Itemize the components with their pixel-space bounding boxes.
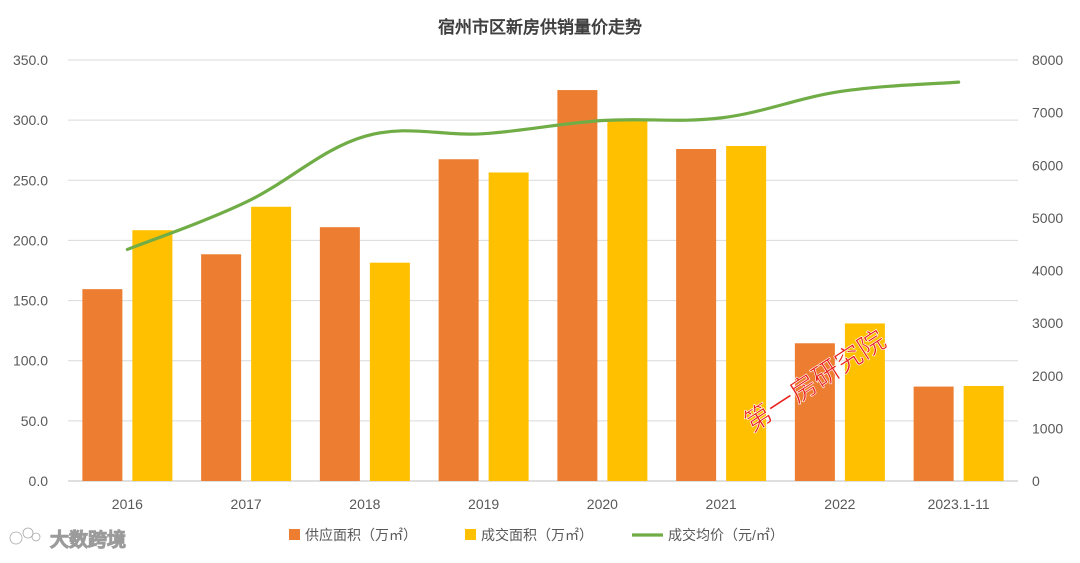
bar	[251, 206, 292, 481]
bar	[844, 323, 885, 481]
bar	[319, 227, 360, 481]
bar	[607, 120, 648, 481]
brand-watermark-text: 大数跨境	[50, 528, 126, 551]
bar	[794, 343, 835, 481]
bar	[201, 254, 242, 481]
bar	[676, 149, 717, 482]
left-axis-tick-label: 50.0	[21, 413, 48, 429]
bar	[726, 146, 767, 482]
legend-label: 成交均价（元/㎡）	[668, 527, 784, 543]
x-axis-tick-label: 2020	[587, 496, 618, 512]
bar	[963, 385, 1004, 481]
right-axis-tick-label: 0	[1032, 473, 1040, 489]
legend-item: 成交均价（元/㎡）	[632, 527, 784, 543]
bar	[438, 159, 479, 481]
bar	[369, 262, 410, 481]
brand-watermark: 大数跨境	[9, 527, 126, 551]
x-axis-tick-label: 2019	[468, 496, 499, 512]
left-axis-tick-label: 200.0	[13, 232, 48, 248]
bar	[82, 289, 123, 481]
price-line	[125, 80, 961, 252]
x-axis-tick-label: 2021	[706, 496, 737, 512]
right-axis-tick-label: 2000	[1032, 368, 1063, 384]
left-axis-tick-label: 100.0	[13, 353, 48, 369]
legend-item: 供应面积（万㎡）	[289, 527, 417, 543]
bar-series	[82, 90, 1004, 482]
right-axis-tick-label: 6000	[1032, 157, 1063, 173]
legend-swatch	[289, 529, 300, 540]
brand-logo-icon	[9, 527, 41, 545]
x-axis-tick-label: 2016	[112, 496, 143, 512]
right-axis-tick-label: 7000	[1032, 105, 1063, 121]
right-axis-tick-label: 5000	[1032, 210, 1063, 226]
bar	[132, 230, 173, 481]
left-axis-tick-label: 250.0	[13, 172, 48, 188]
x-axis-tick-label: 2017	[231, 496, 262, 512]
bar	[488, 172, 529, 481]
x-axis: 2016 2017 2018 2019 2020 2021 2022 2023.1-11	[112, 496, 990, 512]
legend-swatch	[465, 529, 476, 540]
legend-label: 成交面积（万㎡）	[481, 527, 593, 543]
legend-label: 供应面积（万㎡）	[305, 527, 417, 543]
x-axis-tick-label: 2018	[349, 496, 380, 512]
left-axis: 0.0 50.0 100.0 150.0 200.0 250.0 300.0 350.0	[13, 52, 48, 489]
right-axis-tick-label: 8000	[1032, 52, 1063, 68]
right-axis: 0 1000 2000 3000 4000 5000 6000 7000 8000	[1032, 52, 1063, 489]
legend-item: 成交面积（万㎡）	[465, 527, 593, 543]
legend: 供应面积（万㎡） 成交面积（万㎡） 成交均价（元/㎡）	[289, 527, 784, 543]
x-axis-tick-label: 2022	[824, 496, 855, 512]
bar	[557, 90, 598, 482]
right-axis-tick-label: 4000	[1032, 263, 1063, 279]
left-axis-tick-label: 150.0	[13, 293, 48, 309]
bar	[913, 386, 954, 481]
line-series	[125, 80, 961, 252]
x-axis-tick-label: 2023.1-11	[928, 496, 990, 512]
left-axis-tick-label: 350.0	[13, 52, 48, 68]
right-axis-tick-label: 3000	[1032, 315, 1063, 331]
left-axis-tick-label: 300.0	[13, 112, 48, 128]
chart-title: 宿州市区新房供销量价走势	[438, 17, 642, 37]
right-axis-tick-label: 1000	[1032, 420, 1063, 436]
left-axis-tick-label: 0.0	[29, 473, 49, 489]
